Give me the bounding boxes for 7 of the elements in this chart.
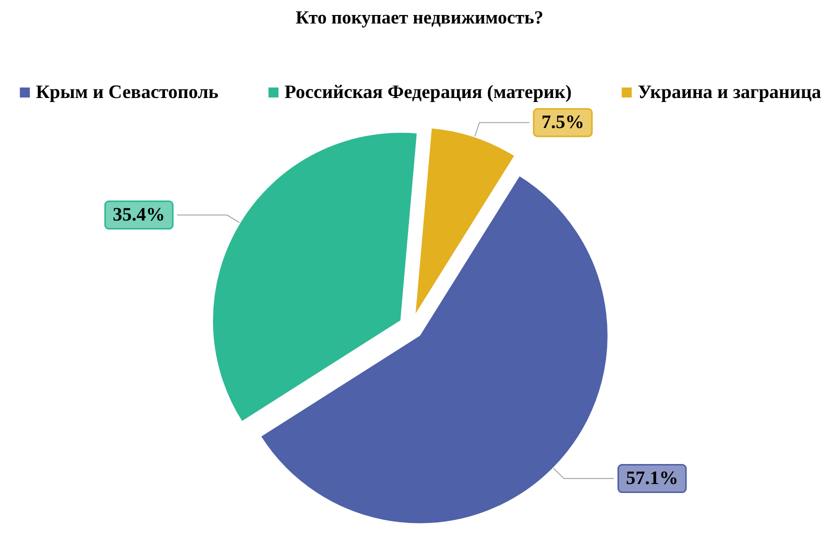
legend-label: Российская Федерация (материк)	[284, 82, 572, 103]
legend-label: Крым и Севастополь	[36, 82, 218, 103]
data-label: 7.5%	[541, 112, 584, 134]
data-label: 35.4%	[112, 204, 166, 226]
chart-title: Кто покупает недвижимость?	[296, 8, 544, 28]
data-label: 57.1%	[626, 468, 678, 490]
legend-label: Украина и заграница	[638, 82, 822, 103]
